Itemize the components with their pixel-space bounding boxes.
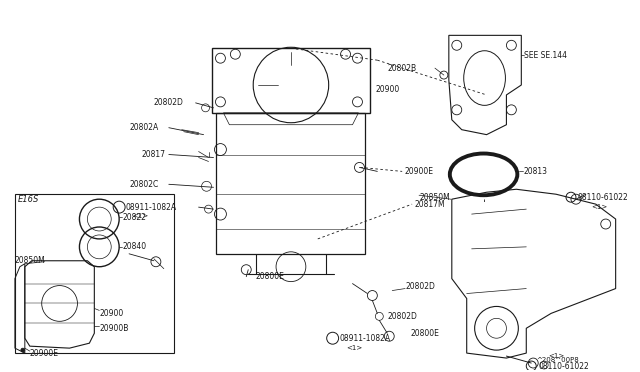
- Text: 20802D: 20802D: [154, 98, 184, 108]
- Text: 20802D: 20802D: [405, 282, 435, 291]
- Text: <1>: <1>: [132, 213, 148, 219]
- Text: 20900E: 20900E: [404, 167, 433, 176]
- Text: 20817: 20817: [141, 150, 165, 159]
- Text: 20802C: 20802C: [129, 180, 158, 189]
- Text: 20800E: 20800E: [255, 272, 284, 281]
- Text: 20900: 20900: [99, 309, 124, 318]
- Text: 20802D: 20802D: [387, 312, 417, 321]
- Text: 20800E: 20800E: [410, 329, 439, 338]
- Text: E16S: E16S: [18, 195, 39, 204]
- Text: 20802A: 20802A: [129, 123, 158, 132]
- Text: 08110-61022: 08110-61022: [578, 193, 628, 202]
- Text: 20813: 20813: [524, 167, 547, 176]
- Text: 20900E: 20900E: [30, 349, 59, 357]
- Text: ^208^00P8: ^208^00P8: [536, 357, 579, 363]
- Text: 20850M: 20850M: [419, 193, 450, 202]
- Text: 08110-61022: 08110-61022: [538, 362, 589, 371]
- Text: 08911-1082A: 08911-1082A: [340, 334, 391, 343]
- Text: <1>: <1>: [346, 345, 363, 351]
- Text: SEE SE.144: SEE SE.144: [524, 51, 567, 60]
- Text: 20822: 20822: [122, 212, 146, 222]
- Text: <1>: <1>: [548, 353, 564, 359]
- Text: 08911-1082A: 08911-1082A: [125, 203, 176, 212]
- Text: 20900B: 20900B: [99, 324, 129, 333]
- Circle shape: [21, 348, 25, 352]
- Text: 20850M: 20850M: [15, 256, 45, 265]
- Text: <1>: <1>: [591, 204, 607, 210]
- Text: 20900: 20900: [375, 86, 399, 94]
- Text: 20840: 20840: [122, 242, 147, 251]
- Text: 20802B: 20802B: [388, 64, 417, 73]
- Text: 20817M: 20817M: [414, 200, 445, 209]
